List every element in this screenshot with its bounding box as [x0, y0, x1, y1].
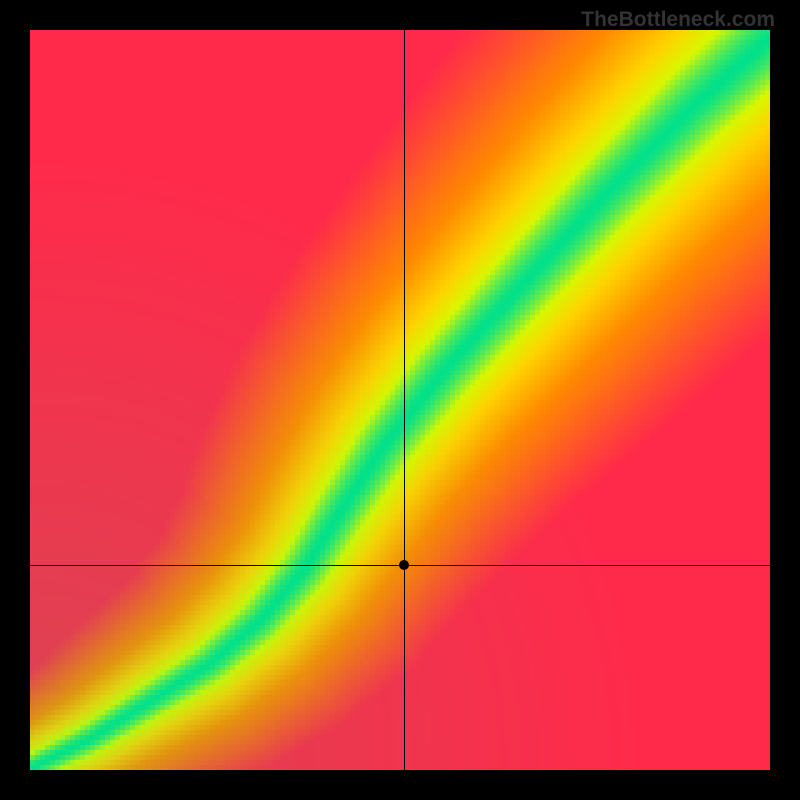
watermark-text: TheBottleneck.com: [581, 8, 775, 32]
marker-dot: [399, 560, 409, 570]
plot-area: [30, 30, 770, 770]
bottleneck-heatmap: [30, 30, 770, 770]
crosshair-vertical: [404, 30, 405, 770]
